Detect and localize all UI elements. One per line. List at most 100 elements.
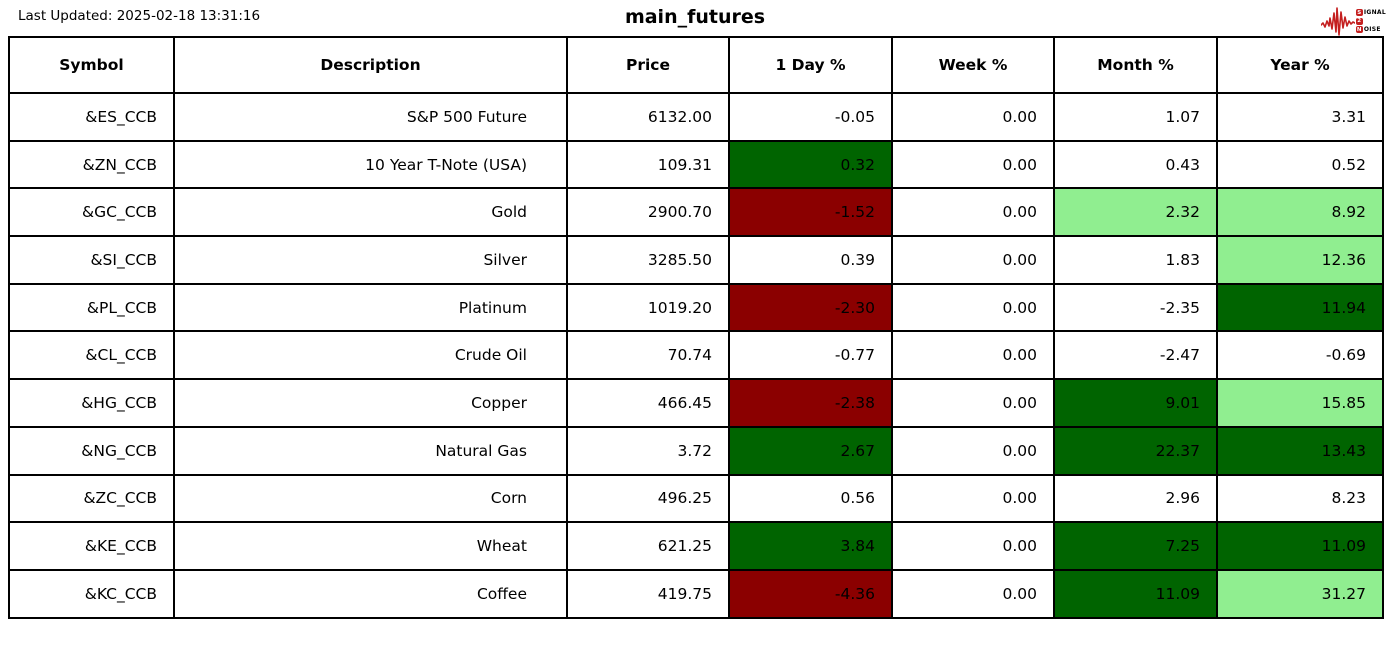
logo-badge-n: N [1355, 26, 1363, 33]
day-pct-cell: -4.36 [728, 568, 893, 619]
description-cell: 10 Year T-Note (USA) [173, 139, 568, 190]
logo-text: S IGNAL 2 N OISE [1355, 8, 1386, 34]
year-pct-cell: 3.31 [1216, 92, 1384, 142]
week-pct-cell: 0.00 [891, 92, 1055, 142]
year-pct-cell: -0.69 [1216, 330, 1384, 381]
year-pct-cell: 8.92 [1216, 187, 1384, 238]
week-pct-cell: 0.00 [891, 425, 1055, 476]
week-pct-cell: 0.00 [891, 521, 1055, 571]
symbol-cell: &CL_CCB [8, 330, 175, 381]
symbol-cell: &KC_CCB [8, 568, 175, 619]
day-pct-cell: -2.38 [728, 378, 893, 428]
month-pct-cell: 22.37 [1053, 425, 1218, 476]
price-cell: 621.25 [566, 521, 730, 571]
table-row: &HG_CCB Copper 466.45 -2.38 0.00 9.01 15… [8, 378, 1384, 428]
description-cell: Crude Oil [173, 330, 568, 381]
column-header-year: Year % [1216, 36, 1384, 94]
price-cell: 109.31 [566, 139, 730, 190]
symbol-cell: &HG_CCB [8, 378, 175, 428]
logo-line-noise: N OISE [1355, 25, 1386, 34]
page-title: main_futures [624, 6, 766, 28]
logo-badge-s: S [1355, 9, 1363, 16]
description-cell: Corn [173, 473, 568, 524]
year-pct-cell: 12.36 [1216, 235, 1384, 285]
day-pct-cell: 3.84 [728, 521, 893, 571]
month-pct-cell: 1.07 [1053, 92, 1218, 142]
week-pct-cell: 0.00 [891, 568, 1055, 619]
price-cell: 419.75 [566, 568, 730, 619]
table-row: &ZN_CCB 10 Year T-Note (USA) 109.31 0.32… [8, 139, 1384, 190]
symbol-cell: &NG_CCB [8, 425, 175, 476]
week-pct-cell: 0.00 [891, 473, 1055, 524]
price-cell: 466.45 [566, 378, 730, 428]
table-row: &ES_CCB S&P 500 Future 6132.00 -0.05 0.0… [8, 92, 1384, 142]
table-row: &KC_CCB Coffee 419.75 -4.36 0.00 11.09 3… [8, 568, 1384, 619]
column-header-1day: 1 Day % [728, 36, 893, 94]
day-pct-cell: 0.32 [728, 139, 893, 190]
year-pct-cell: 31.27 [1216, 568, 1384, 619]
table-row: &SI_CCB Silver 3285.50 0.39 0.00 1.83 12… [8, 235, 1384, 285]
logo-badge-2: 2 [1355, 17, 1363, 25]
symbol-cell: &GC_CCB [8, 187, 175, 238]
symbol-cell: &ZC_CCB [8, 473, 175, 524]
symbol-cell: &KE_CCB [8, 521, 175, 571]
month-pct-cell: 7.25 [1053, 521, 1218, 571]
table-row: &ZC_CCB Corn 496.25 0.56 0.00 2.96 8.23 [8, 473, 1384, 524]
day-pct-cell: -2.30 [728, 282, 893, 333]
week-pct-cell: 0.00 [891, 378, 1055, 428]
price-cell: 3.72 [566, 425, 730, 476]
year-pct-cell: 15.85 [1216, 378, 1384, 428]
month-pct-cell: 2.32 [1053, 187, 1218, 238]
signal2noise-logo: S IGNAL 2 N OISE [1320, 4, 1386, 38]
week-pct-cell: 0.00 [891, 187, 1055, 238]
week-pct-cell: 0.00 [891, 282, 1055, 333]
table-row: &PL_CCB Platinum 1019.20 -2.30 0.00 -2.3… [8, 282, 1384, 333]
logo-line-signal: S IGNAL [1355, 8, 1386, 17]
column-header-description: Description [173, 36, 568, 94]
day-pct-cell: -1.52 [728, 187, 893, 238]
symbol-cell: &ZN_CCB [8, 139, 175, 190]
column-header-week: Week % [891, 36, 1055, 94]
month-pct-cell: 9.01 [1053, 378, 1218, 428]
column-header-price: Price [566, 36, 730, 94]
symbol-cell: &SI_CCB [8, 235, 175, 285]
day-pct-cell: 0.39 [728, 235, 893, 285]
header-row: Symbol Description Price 1 Day % Week % … [8, 36, 1384, 94]
description-cell: S&P 500 Future [173, 92, 568, 142]
year-pct-cell: 11.94 [1216, 282, 1384, 333]
day-pct-cell: -0.77 [728, 330, 893, 381]
description-cell: Natural Gas [173, 425, 568, 476]
price-cell: 70.74 [566, 330, 730, 381]
price-cell: 496.25 [566, 473, 730, 524]
day-pct-cell: 2.67 [728, 425, 893, 476]
column-header-symbol: Symbol [8, 36, 175, 94]
day-pct-cell: -0.05 [728, 92, 893, 142]
description-cell: Platinum [173, 282, 568, 333]
logo-signal-rest: IGNAL [1363, 8, 1386, 16]
table-row: &CL_CCB Crude Oil 70.74 -0.77 0.00 -2.47… [8, 330, 1384, 381]
month-pct-cell: -2.47 [1053, 330, 1218, 381]
price-cell: 3285.50 [566, 235, 730, 285]
month-pct-cell: 2.96 [1053, 473, 1218, 524]
last-updated-text: Last Updated: 2025-02-18 13:31:16 [18, 8, 261, 24]
year-pct-cell: 0.52 [1216, 139, 1384, 190]
price-cell: 2900.70 [566, 187, 730, 238]
description-cell: Wheat [173, 521, 568, 571]
table-row: &NG_CCB Natural Gas 3.72 2.67 0.00 22.37… [8, 425, 1384, 476]
logo-line-2: 2 [1355, 17, 1386, 25]
waveform-icon [1320, 7, 1355, 36]
symbol-cell: &PL_CCB [8, 282, 175, 333]
month-pct-cell: 11.09 [1053, 568, 1218, 619]
futures-table: Symbol Description Price 1 Day % Week % … [8, 36, 1384, 619]
month-pct-cell: 1.83 [1053, 235, 1218, 285]
futures-table-body: &ES_CCB S&P 500 Future 6132.00 -0.05 0.0… [8, 92, 1384, 619]
table-row: &KE_CCB Wheat 621.25 3.84 0.00 7.25 11.0… [8, 521, 1384, 571]
year-pct-cell: 8.23 [1216, 473, 1384, 524]
day-pct-cell: 0.56 [728, 473, 893, 524]
description-cell: Gold [173, 187, 568, 238]
year-pct-cell: 11.09 [1216, 521, 1384, 571]
price-cell: 6132.00 [566, 92, 730, 142]
logo-noise-rest: OISE [1363, 25, 1381, 33]
description-cell: Copper [173, 378, 568, 428]
week-pct-cell: 0.00 [891, 330, 1055, 381]
